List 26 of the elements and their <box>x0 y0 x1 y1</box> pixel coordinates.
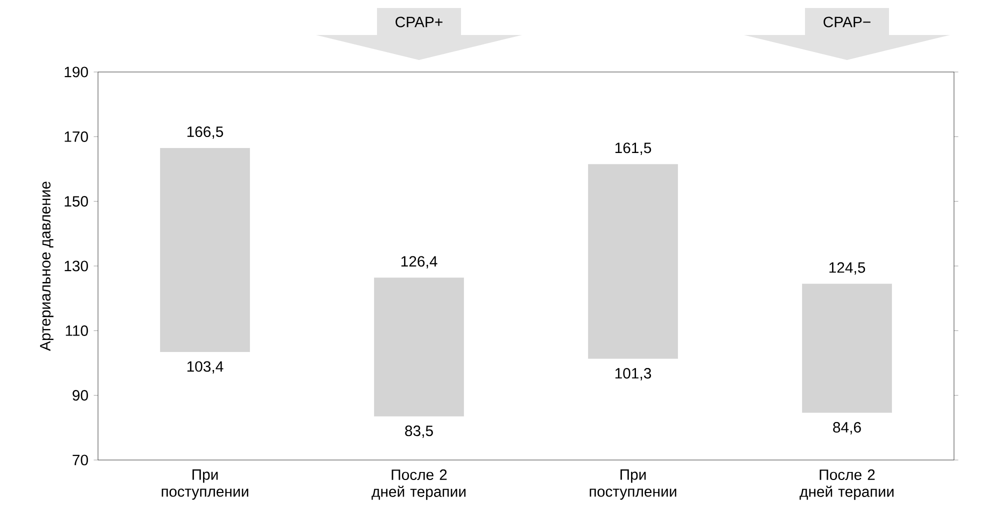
bar <box>802 284 892 413</box>
bar <box>374 278 464 416</box>
x-tick-label: При поступлении <box>590 469 676 500</box>
y-tick-label: 70 <box>72 454 88 466</box>
bar <box>160 148 250 352</box>
y-tick-label: 130 <box>64 260 88 272</box>
y-tick-label: 110 <box>66 325 88 336</box>
y-tick-label: 190 <box>64 66 88 78</box>
annotation: 84,6 <box>833 422 861 434</box>
annotation: 103,4 <box>187 361 224 374</box>
annotation: 101,3 <box>615 368 652 380</box>
x-tick-label: При поступлении <box>162 469 248 500</box>
bar <box>588 164 678 359</box>
annotation: 161,5 <box>615 142 652 155</box>
y-tick-label: 90 <box>72 390 88 401</box>
annotation: 166,5 <box>187 126 224 139</box>
text: CPAP− <box>824 16 870 28</box>
text: CPAP+ <box>396 16 442 28</box>
y-tick-label: 170 <box>64 131 88 142</box>
x-tick-label: После 2 дней терапии <box>800 469 894 500</box>
annotation: 124,5 <box>829 262 866 275</box>
annotation: 126,4 <box>401 256 438 268</box>
y-tick-label: 150 <box>64 196 88 207</box>
annotation: 83,5 <box>405 426 433 438</box>
y-axis-title: Артериальное давление <box>40 182 54 351</box>
x-tick-label: После 2 дней терапии <box>372 469 466 500</box>
